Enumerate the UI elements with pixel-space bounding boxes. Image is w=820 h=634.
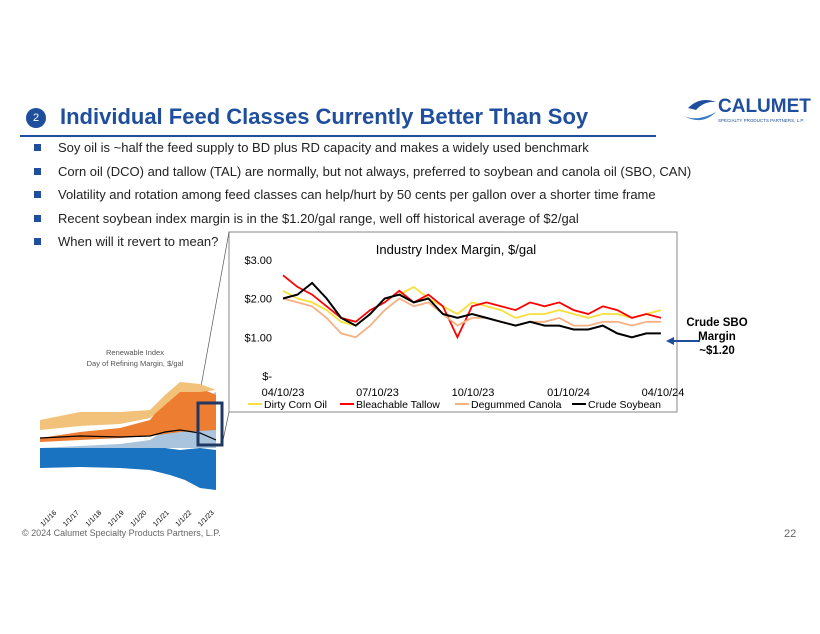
bullet-text: Volatility and rotation among feed class… bbox=[58, 187, 656, 202]
annotation: Crude SBO Margin ~$1.20 bbox=[686, 317, 748, 357]
thumbnail-areas bbox=[39, 382, 217, 490]
legend-label: Dirty Corn Oil bbox=[264, 399, 327, 411]
thumbnail-x-label: 1/1/17 bbox=[62, 510, 81, 529]
bullet-text: Corn oil (DCO) and tallow (TAL) are norm… bbox=[58, 163, 692, 179]
series-line bbox=[282, 274, 662, 340]
y-tick-label: $- bbox=[262, 371, 272, 383]
series-line bbox=[282, 281, 661, 339]
thumbnail-x-label: 1/1/21 bbox=[152, 510, 171, 529]
y-tick-label: $3.00 bbox=[244, 255, 272, 267]
highlight-box bbox=[196, 401, 224, 447]
slide-title: Individual Feed Classes Currently Better… bbox=[60, 104, 589, 129]
bullet: Soy oil is ~half the feed supply to BD p… bbox=[34, 140, 589, 155]
bullet: Corn oil (DCO) and tallow (TAL) are norm… bbox=[34, 164, 691, 179]
thumbnail-title: Renewable Index bbox=[106, 348, 164, 357]
bullet-text: Soy oil is ~half the feed supply to BD p… bbox=[58, 140, 589, 155]
chart-title: Industry Index Margin, $/gal bbox=[376, 242, 537, 257]
legend-label: Degummed Canola bbox=[471, 399, 562, 411]
legend-label: Bleachable Tallow bbox=[356, 399, 440, 411]
zoom-line bbox=[197, 231, 230, 404]
slide-number-badge: 2 bbox=[26, 108, 46, 128]
logo-text: CALUMET bbox=[718, 96, 811, 117]
x-tick-label: 01/10/24 bbox=[547, 387, 590, 399]
series-line bbox=[282, 285, 662, 327]
x-tick-label: 04/10/23 bbox=[262, 387, 305, 399]
thumbnail-x-label: 1/1/22 bbox=[175, 510, 194, 529]
chart: Industry Index Margin, $/gal $- $1.00 $2.00… bbox=[244, 242, 684, 411]
logo-mark bbox=[684, 100, 716, 121]
bullet-text: Recent soybean index margin is in the $1… bbox=[58, 210, 579, 226]
x-tick-label: 04/10/24 bbox=[642, 387, 685, 399]
bullet-text: When will it revert to mean? bbox=[58, 234, 219, 249]
thumbnail-title: Day of Refining Margin, $/gal bbox=[87, 359, 184, 368]
thumbnail-x-label: 1/1/19 bbox=[107, 510, 126, 529]
thumbnail-x-label: 1/1/18 bbox=[85, 510, 104, 529]
page-number: 22 bbox=[784, 528, 797, 540]
thumbnail-x-label: 1/1/23 bbox=[197, 510, 216, 529]
y-tick-label: $2.00 bbox=[244, 294, 272, 306]
thumbnail-x-label: 1/1/20 bbox=[130, 510, 149, 529]
series-line bbox=[282, 297, 661, 339]
thumbnail-x-label: 1/1/16 bbox=[40, 510, 59, 529]
bullet: Recent soybean index margin is in the $1… bbox=[34, 211, 579, 226]
bullet: When will it revert to mean? bbox=[34, 234, 218, 249]
logo-subtext: SPECIALTY PRODUCTS PARTNERS, L.P. bbox=[718, 118, 804, 123]
x-tick-label: 07/10/23 bbox=[356, 387, 399, 399]
title-rule bbox=[20, 135, 656, 137]
x-tick-label: 10/10/23 bbox=[452, 387, 495, 399]
copyright: © 2024 Calumet Specialty Products Partne… bbox=[22, 528, 221, 538]
legend-label: Crude Soybean bbox=[588, 399, 661, 411]
y-tick-label: $1.00 bbox=[244, 332, 272, 344]
arrow-head bbox=[666, 337, 674, 345]
bullet: Volatility and rotation among feed class… bbox=[34, 187, 656, 202]
